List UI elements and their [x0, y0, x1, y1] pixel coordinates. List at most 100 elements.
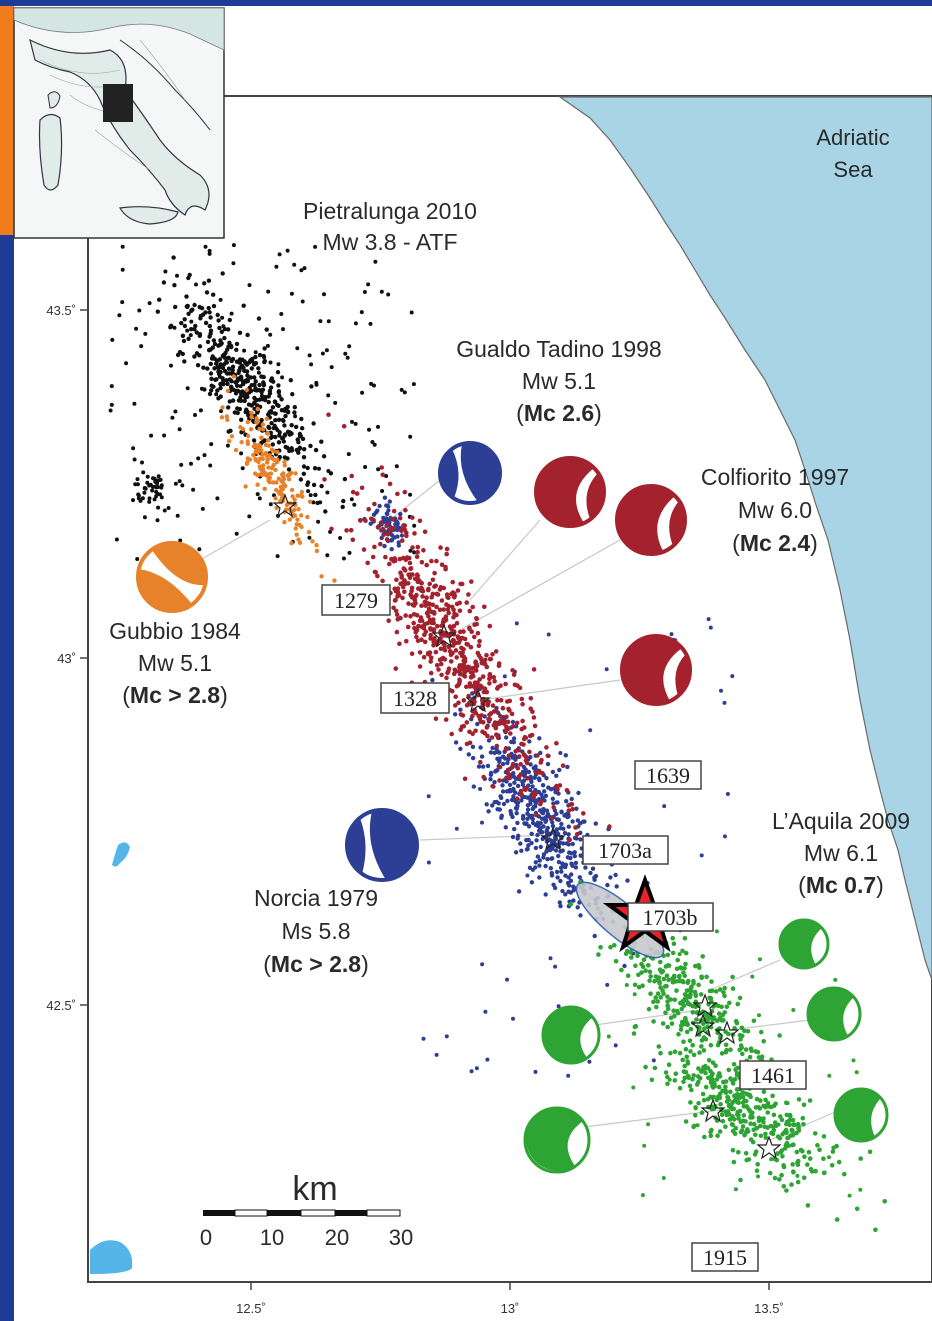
- event-point: [446, 603, 451, 609]
- event-point: [301, 471, 306, 476]
- event-point: [775, 1134, 781, 1139]
- svg-text:Mw 5.1: Mw 5.1: [138, 650, 212, 676]
- event-point: [575, 905, 580, 910]
- event-point: [441, 641, 447, 647]
- event-point: [542, 798, 547, 803]
- event-point: [426, 794, 431, 799]
- event-point: [412, 531, 417, 536]
- event-point: [608, 944, 613, 950]
- event-point: [484, 802, 489, 807]
- beachball-colfiorito-1-icon: [534, 456, 606, 528]
- event-point: [266, 438, 271, 443]
- event-point: [687, 1083, 693, 1089]
- event-point: [161, 280, 167, 285]
- event-point: [631, 1031, 637, 1036]
- event-point: [405, 581, 411, 586]
- event-point: [372, 569, 378, 575]
- event-point: [259, 374, 264, 379]
- event-point: [756, 1115, 762, 1121]
- event-point: [501, 778, 506, 783]
- lake-bolsena: [90, 1240, 133, 1274]
- event-point: [474, 616, 479, 621]
- event-point: [779, 1117, 785, 1123]
- event-point: [559, 821, 564, 827]
- event-point: [571, 884, 576, 889]
- event-point: [189, 327, 194, 332]
- event-point: [554, 811, 559, 816]
- event-point: [668, 1050, 673, 1056]
- event-point: [575, 818, 580, 823]
- event-point: [312, 466, 318, 471]
- event-point: [751, 1018, 757, 1024]
- event-point: [721, 1079, 727, 1085]
- event-point: [212, 341, 218, 347]
- event-point: [329, 526, 334, 532]
- event-point: [215, 388, 220, 393]
- event-point: [438, 636, 443, 641]
- event-point: [677, 952, 682, 957]
- event-point: [672, 1078, 678, 1083]
- event-point: [240, 466, 245, 471]
- event-point: [529, 779, 534, 785]
- event-point: [801, 1102, 807, 1108]
- event-point: [668, 997, 673, 1002]
- event-point: [497, 764, 503, 770]
- event-point: [447, 648, 453, 654]
- event-point: [648, 974, 653, 979]
- event-point: [226, 429, 231, 434]
- event-point: [324, 348, 329, 353]
- event-point: [322, 477, 327, 482]
- event-point: [218, 297, 223, 302]
- event-point: [776, 1122, 781, 1127]
- event-point: [632, 1024, 638, 1030]
- event-point: [496, 801, 501, 806]
- lake-trasimeno: [112, 842, 130, 867]
- event-point: [470, 744, 476, 749]
- event-point: [727, 1000, 732, 1006]
- event-point: [368, 521, 373, 526]
- event-point: [520, 701, 525, 707]
- event-point: [566, 814, 571, 819]
- event-point: [725, 792, 730, 796]
- event-point: [368, 321, 373, 326]
- event-point: [685, 980, 691, 986]
- event-point: [535, 820, 540, 825]
- event-point: [424, 595, 429, 600]
- event-point: [135, 557, 140, 561]
- label-laquila: L’Aquila 2009 Mw 6.1 (Mc 0.7): [772, 808, 910, 898]
- event-point: [684, 1054, 690, 1060]
- event-point: [749, 1048, 754, 1053]
- event-point: [237, 330, 243, 335]
- event-point: [720, 1012, 726, 1018]
- event-point: [441, 607, 447, 612]
- event-point: [450, 590, 456, 595]
- event-point: [253, 449, 258, 454]
- event-point: [664, 973, 670, 978]
- event-point: [329, 365, 334, 370]
- event-point: [289, 470, 294, 476]
- event-point: [700, 1091, 706, 1097]
- event-point: [295, 493, 300, 498]
- event-point: [462, 659, 468, 664]
- svg-text:Gubbio 1984: Gubbio 1984: [109, 618, 241, 644]
- event-point: [230, 356, 236, 362]
- event-point: [744, 1091, 749, 1096]
- event-point: [723, 1042, 729, 1048]
- svg-text:1328: 1328: [393, 686, 437, 711]
- event-point: [385, 531, 391, 537]
- event-point: [550, 823, 556, 829]
- event-point: [271, 480, 276, 485]
- event-point: [274, 480, 279, 485]
- event-point: [166, 506, 171, 510]
- event-point: [546, 632, 551, 637]
- event-point: [375, 573, 380, 579]
- event-point: [789, 1182, 794, 1187]
- event-point: [517, 754, 522, 759]
- svg-text:1703b: 1703b: [643, 905, 698, 930]
- event-point: [715, 1018, 720, 1023]
- event-point: [480, 820, 484, 825]
- event-point: [265, 474, 271, 479]
- event-point: [568, 878, 574, 883]
- event-point: [572, 850, 577, 855]
- event-point: [255, 482, 260, 487]
